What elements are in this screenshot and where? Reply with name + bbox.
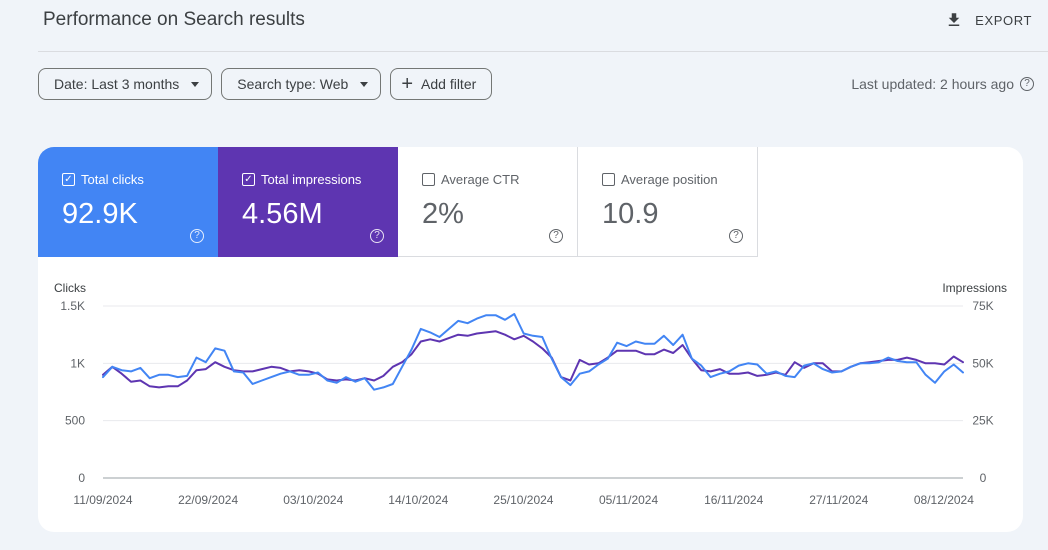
right-tick-label: 0: [980, 471, 987, 485]
caret-down-icon: [360, 81, 369, 87]
x-tick-label: 27/11/2024: [809, 493, 868, 507]
performance-chart: Clicks Impressions 0 0 500 25K 1K 50K 1.5K 75K 11/…: [54, 281, 1007, 507]
metric-label: Average position: [621, 172, 718, 187]
checkbox-icon[interactable]: ✓: [62, 173, 75, 186]
add-filter-button[interactable]: + Add filter: [390, 68, 493, 100]
series-line-clicks: [102, 313, 964, 391]
left-tick-label: 1K: [70, 356, 85, 370]
metric-label: Average CTR: [441, 172, 520, 187]
plus-icon: +: [401, 73, 414, 95]
left-tick-label: 500: [65, 414, 85, 428]
metric-total-clicks[interactable]: ✓ Total clicks 92.9K ?: [38, 147, 218, 257]
right-tick-label: 75K: [972, 299, 993, 313]
search-type-label: Search type: Web: [237, 76, 349, 92]
header-divider: [38, 51, 1048, 52]
series-line-impressions: [102, 330, 964, 389]
left-tick-label: 0: [78, 471, 85, 485]
filter-bar: Date: Last 3 months Search type: Web + A…: [38, 68, 493, 100]
checkbox-icon[interactable]: ✓: [242, 173, 255, 186]
metric-label-row: ✓ Total impressions: [242, 172, 361, 187]
caret-down-icon: [191, 81, 200, 87]
help-circle-icon[interactable]: ?: [370, 229, 384, 243]
metric-label-row: ✓ Total clicks: [62, 172, 144, 187]
x-tick-label: 05/11/2024: [599, 493, 658, 507]
x-tick-label: 25/10/2024: [493, 493, 553, 507]
metric-average-ctr[interactable]: Average CTR 2% ?: [398, 147, 578, 257]
x-tick-label: 11/09/2024: [73, 493, 132, 507]
metric-value: 92.9K: [62, 198, 138, 230]
help-circle-icon[interactable]: ?: [549, 229, 563, 243]
metric-label-row: Average CTR: [422, 172, 520, 187]
right-tick-label: 50K: [972, 356, 993, 370]
x-tick-label: 14/10/2024: [388, 493, 448, 507]
metric-value: 10.9: [602, 198, 659, 230]
search-type-chip[interactable]: Search type: Web: [221, 68, 382, 100]
metric-label-row: Average position: [602, 172, 718, 187]
checkbox-icon[interactable]: [602, 173, 615, 186]
export-label: EXPORT: [975, 12, 1032, 28]
page-title: Performance on Search results: [43, 9, 305, 30]
date-filter-chip[interactable]: Date: Last 3 months: [38, 68, 213, 100]
performance-card: ✓ Total clicks 92.9K ? ✓ Total impressio…: [38, 147, 1023, 532]
performance-chart-area: Clicks Impressions 0 0 500 25K 1K 50K 1.5K 75K 11/…: [38, 258, 1023, 532]
right-tick-label: 25K: [972, 414, 993, 428]
last-updated-text: Last updated: 2 hours ago: [851, 76, 1014, 92]
x-tick-label: 16/11/2024: [704, 493, 763, 507]
help-circle-icon[interactable]: ?: [1020, 77, 1034, 91]
metric-value: 2%: [422, 198, 464, 230]
help-circle-icon[interactable]: ?: [190, 229, 204, 243]
page-header: Performance on Search results EXPORT: [0, 0, 1048, 52]
x-tick-label: 03/10/2024: [283, 493, 343, 507]
last-updated: Last updated: 2 hours ago ?: [851, 76, 1034, 92]
metric-value: 4.56M: [242, 198, 323, 230]
left-tick-label: 1.5K: [60, 299, 85, 313]
metric-average-position[interactable]: Average position 10.9 ?: [578, 147, 758, 257]
checkbox-icon[interactable]: [422, 173, 435, 186]
metric-label: Total clicks: [81, 172, 144, 187]
download-icon: [948, 13, 960, 26]
right-axis-title: Impressions: [942, 281, 1007, 295]
metric-tiles: ✓ Total clicks 92.9K ? ✓ Total impressio…: [38, 147, 758, 257]
export-button[interactable]: EXPORT: [945, 8, 1032, 32]
metric-total-impressions[interactable]: ✓ Total impressions 4.56M ?: [218, 147, 398, 257]
add-filter-label: Add filter: [421, 76, 477, 92]
help-circle-icon[interactable]: ?: [729, 229, 743, 243]
x-tick-label: 22/09/2024: [178, 493, 238, 507]
left-axis-title: Clicks: [54, 281, 86, 295]
date-filter-label: Date: Last 3 months: [54, 76, 180, 92]
x-tick-label: 08/12/2024: [914, 493, 974, 507]
metric-label: Total impressions: [261, 172, 362, 187]
